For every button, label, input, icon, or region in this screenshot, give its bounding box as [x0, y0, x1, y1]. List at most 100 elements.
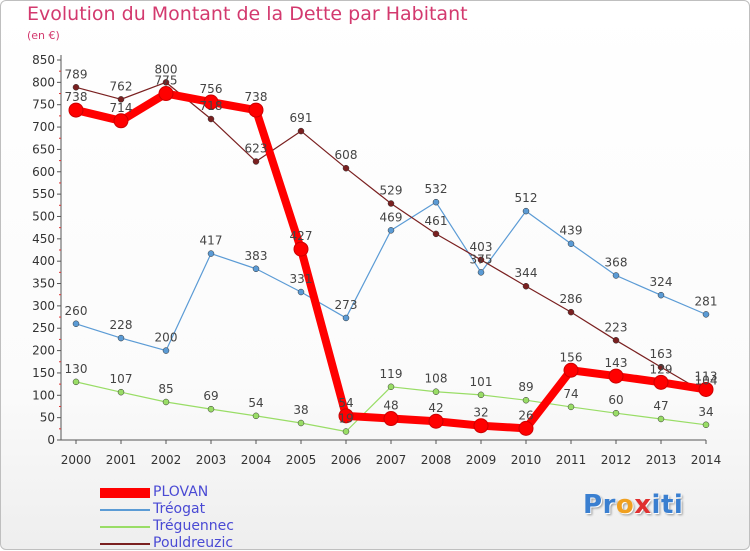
- data-point: [248, 102, 264, 118]
- x-tick-label: 2010: [511, 453, 542, 467]
- data-point: [522, 396, 530, 404]
- data-label: 383: [245, 249, 268, 263]
- data-point: [518, 420, 534, 436]
- data-label: 107: [110, 372, 133, 386]
- data-label: 129: [650, 362, 673, 376]
- logo-letter: i: [673, 490, 684, 520]
- data-point: [113, 113, 129, 129]
- data-point: [702, 311, 710, 318]
- data-point: [293, 241, 309, 257]
- data-label: 427: [290, 229, 313, 243]
- x-tick-label: 2009: [466, 453, 497, 467]
- logo-letter: o: [615, 490, 635, 520]
- legend-swatch-tréguennec: [100, 526, 150, 528]
- data-label: 74: [563, 387, 578, 401]
- data-label: 260: [65, 304, 88, 318]
- data-point: [432, 230, 440, 238]
- data-label: 691: [290, 111, 313, 125]
- data-label: 417: [200, 234, 223, 248]
- data-point: [117, 388, 125, 396]
- data-point: [608, 368, 624, 384]
- data-point: [387, 227, 395, 234]
- data-label: 101: [470, 375, 493, 389]
- data-label: 439: [560, 224, 583, 238]
- x-tick-label: 2006: [331, 453, 362, 467]
- data-point: [657, 363, 665, 371]
- data-label: 143: [605, 356, 628, 370]
- y-tick-label: 750: [32, 98, 55, 112]
- data-point: [207, 115, 215, 123]
- x-tick-label: 2005: [286, 453, 317, 467]
- data-point: [297, 419, 305, 427]
- data-label: 762: [110, 79, 133, 93]
- data-label: 130: [65, 362, 88, 376]
- data-point: [72, 378, 80, 386]
- y-tick-label: 500: [32, 209, 55, 223]
- data-label: 800: [155, 62, 178, 76]
- data-point: [252, 265, 260, 273]
- data-label: 54: [338, 396, 353, 410]
- y-tick-label: 0: [47, 433, 55, 447]
- data-point: [158, 86, 174, 102]
- data-point: [117, 334, 125, 342]
- data-point: [477, 391, 485, 399]
- data-label: 47: [653, 399, 668, 413]
- series-line-pouldreuzic: [75, 81, 707, 395]
- data-label: 69: [203, 389, 218, 403]
- y-tick-label: 50: [40, 411, 55, 425]
- data-label: 26: [518, 408, 533, 422]
- data-point: [432, 388, 440, 395]
- x-tick-label: 2012: [601, 453, 632, 467]
- y-tick-label: 150: [32, 366, 55, 380]
- data-label: 512: [515, 191, 538, 205]
- legend-swatch-tréogat: [100, 509, 150, 511]
- data-label: 119: [380, 367, 403, 381]
- data-point: [477, 256, 485, 264]
- data-point: [567, 403, 575, 411]
- data-label: 163: [650, 347, 673, 361]
- data-point: [252, 412, 260, 420]
- data-label: 756: [200, 82, 223, 96]
- data-point: [162, 347, 170, 354]
- data-label: 529: [380, 184, 403, 198]
- data-point: [522, 207, 530, 215]
- data-label: 738: [65, 90, 88, 104]
- data-point: [297, 288, 305, 296]
- logo-letter: i: [651, 490, 661, 520]
- y-tick-label: 300: [32, 299, 55, 313]
- data-point: [653, 374, 669, 390]
- data-point: [297, 127, 305, 135]
- data-point: [252, 158, 260, 165]
- data-label: 623: [245, 141, 268, 155]
- y-tick-label: 200: [32, 344, 55, 358]
- data-label: 19: [338, 412, 353, 426]
- y-tick-label: 350: [32, 277, 55, 291]
- data-point: [72, 320, 80, 328]
- data-label: 42: [428, 401, 443, 415]
- data-point: [207, 250, 215, 257]
- x-tick-label: 2013: [646, 453, 677, 467]
- chart-title: Evolution du Montant de la Dette par Hab…: [27, 3, 468, 25]
- data-point: [657, 415, 665, 423]
- legend-swatch-pouldreuzic: [100, 543, 150, 545]
- data-label: 461: [425, 214, 448, 228]
- data-point: [342, 428, 350, 435]
- data-label: 85: [158, 382, 173, 396]
- data-point: [657, 291, 665, 299]
- y-tick-label: 700: [32, 120, 55, 134]
- data-point: [432, 198, 440, 206]
- y-tick-label: 250: [32, 321, 55, 335]
- data-label: 89: [518, 380, 533, 394]
- data-label: 113: [695, 369, 718, 383]
- y-tick-label: 100: [32, 388, 55, 402]
- x-tick-label: 2008: [421, 453, 452, 467]
- data-label: 532: [425, 182, 448, 196]
- data-point: [702, 421, 710, 429]
- data-point: [567, 240, 575, 247]
- y-tick-label: 400: [32, 254, 55, 268]
- x-tick-label: 2004: [241, 453, 272, 467]
- legend-swatch-plovan: [100, 488, 150, 498]
- data-label: 38: [293, 403, 308, 417]
